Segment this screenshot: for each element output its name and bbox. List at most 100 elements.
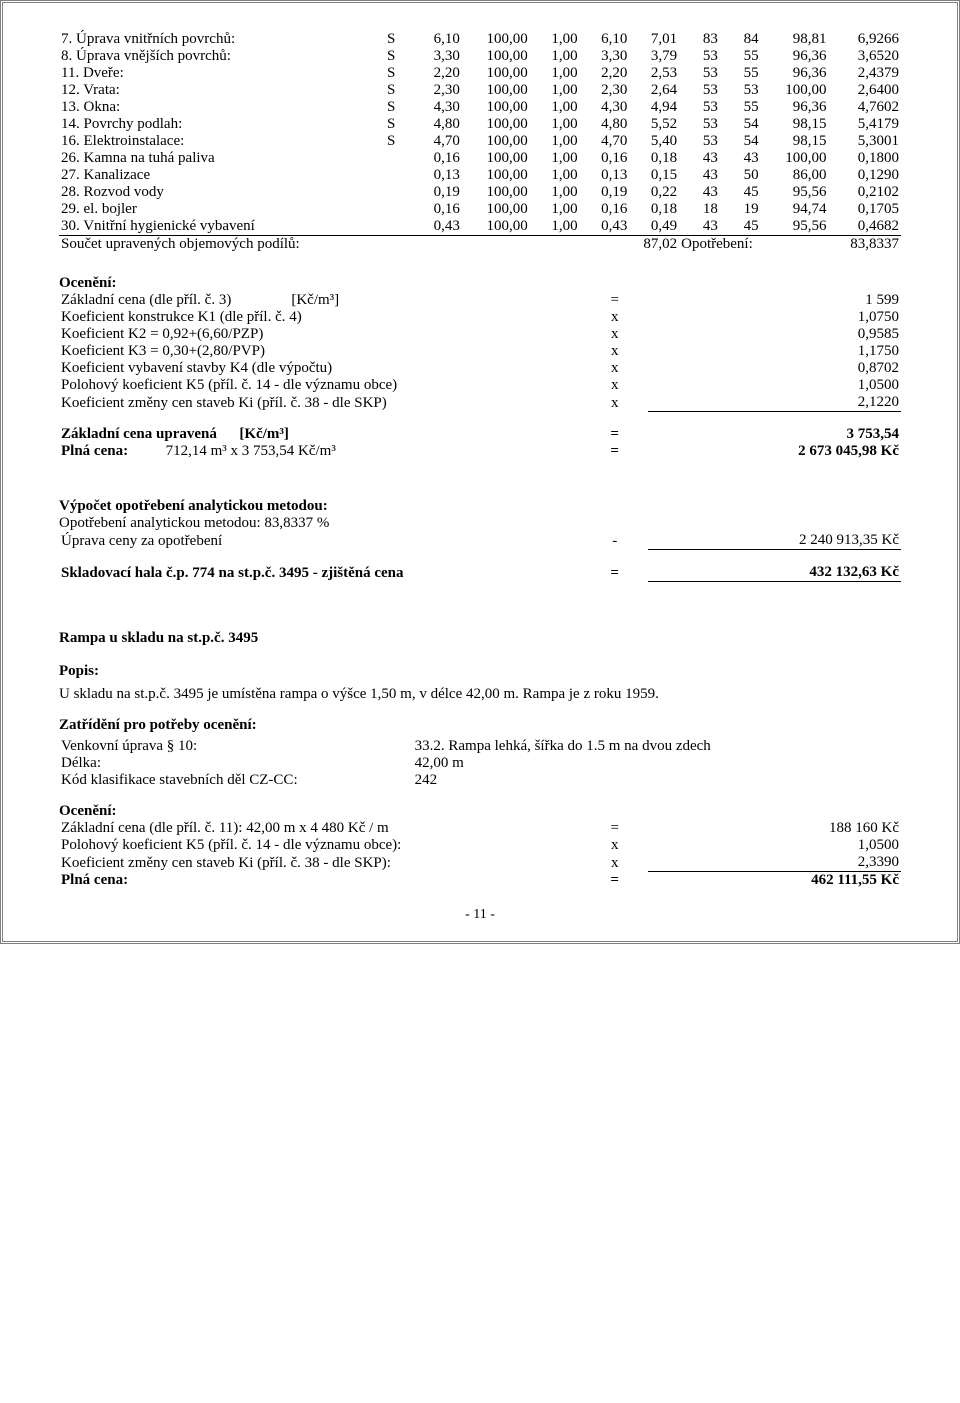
sum-label: Součet upravených objemových podílů: xyxy=(59,236,530,254)
row-value: 86,00 xyxy=(761,167,829,184)
page-number: - 11 - xyxy=(59,907,901,923)
table-row: 7. Úprava vnitřních povrchů:S6,10100,001… xyxy=(59,31,901,48)
calc-sign: = xyxy=(581,292,648,309)
row-label: 7. Úprava vnitřních povrchů: xyxy=(59,31,385,48)
row-value: 0,1705 xyxy=(828,201,901,218)
row-s: S xyxy=(385,99,412,116)
plna-expr: 712,14 m³ x 3 753,54 Kč/m³ xyxy=(166,443,336,459)
row-value: 100,00 xyxy=(462,133,530,150)
row-value: 1,00 xyxy=(530,48,580,65)
row-s xyxy=(385,201,412,218)
row-value: 83 xyxy=(679,31,720,48)
construction-table: 7. Úprava vnitřních povrchů:S6,10100,001… xyxy=(59,31,901,253)
row-value: 0,16 xyxy=(580,201,630,218)
table-row: 27. Kanalizace0,13100,001,000,130,154350… xyxy=(59,167,901,184)
uprava-row: Úprava ceny za opotřebení - 2 240 913,35… xyxy=(59,532,901,550)
row-value: 100,00 xyxy=(462,184,530,201)
calc-label: Koeficient K2 = 0,92+(6,60/PZP) xyxy=(59,326,581,343)
row-value: 4,70 xyxy=(412,133,462,150)
calc-label: Koeficient změny cen staveb Ki (příl. č.… xyxy=(59,394,581,412)
calc-val: 2,3390 xyxy=(648,854,901,872)
zcu-table: Základní cena upravená [Kč/m³] = 3 753,5… xyxy=(59,426,901,460)
zatr-row: Venkovní úprava § 10:33.2. Rampa lehká, … xyxy=(59,738,901,755)
row-label: 27. Kanalizace xyxy=(59,167,385,184)
row-value: 98,15 xyxy=(761,133,829,150)
row-value: 96,36 xyxy=(761,48,829,65)
sum-opo-val: 83,8337 xyxy=(761,236,901,254)
zatr-value: 42,00 m xyxy=(413,755,901,772)
zatr-label: Venkovní úprava § 10: xyxy=(59,738,413,755)
row-label: 16. Elektroinstalace: xyxy=(59,133,385,150)
plna2-val: 462 111,55 Kč xyxy=(648,872,901,890)
row-value: 55 xyxy=(720,48,761,65)
row-value: 100,00 xyxy=(761,150,829,167)
row-value: 1,00 xyxy=(530,150,580,167)
row-value: 3,30 xyxy=(580,48,630,65)
row-s: S xyxy=(385,116,412,133)
row-value: 0,16 xyxy=(412,201,462,218)
zcu-unit: [Kč/m³] xyxy=(239,426,288,442)
row-value: 0,19 xyxy=(580,184,630,201)
row-value: 4,7602 xyxy=(828,99,901,116)
calc-sign: x xyxy=(581,326,648,343)
uprava-label: Úprava ceny za opotřebení xyxy=(59,532,581,550)
row-value: 0,15 xyxy=(629,167,679,184)
row-value: 100,00 xyxy=(462,167,530,184)
row-value: 84 xyxy=(720,31,761,48)
row-value: 4,94 xyxy=(629,99,679,116)
calc-val: 2,1220 xyxy=(648,394,901,412)
row-value: 0,16 xyxy=(580,150,630,167)
oceneni-table: Základní cena (dle příl. č. 3) [Kč/m³]=1… xyxy=(59,292,901,412)
row-value: 96,36 xyxy=(761,65,829,82)
vypocet-heading: Výpočet opotřebení analytickou metodou: xyxy=(59,498,901,515)
zatr-value: 242 xyxy=(413,772,901,789)
table-row: 14. Povrchy podlah:S4,80100,001,004,805,… xyxy=(59,116,901,133)
row-value: 43 xyxy=(679,167,720,184)
oceneni2-heading: Ocenění: xyxy=(59,803,901,820)
row-value: 45 xyxy=(720,184,761,201)
sum-row: Součet upravených objemových podílů: 87,… xyxy=(59,236,901,254)
row-value: 0,13 xyxy=(580,167,630,184)
table-row: 26. Kamna na tuhá paliva0,16100,001,000,… xyxy=(59,150,901,167)
popis-heading: Popis: xyxy=(59,663,901,680)
row-label: 13. Okna: xyxy=(59,99,385,116)
plna2-row: Plná cena: = 462 111,55 Kč xyxy=(59,872,901,890)
calc-row: Koeficient změny cen staveb Ki (příl. č.… xyxy=(59,854,901,872)
calc-row: Polohový koeficient K5 (příl. č. 14 - dl… xyxy=(59,377,901,394)
calc-row: Koeficient změny cen staveb Ki (příl. č.… xyxy=(59,394,901,412)
table-row: 12. Vrata:S2,30100,001,002,302,645353100… xyxy=(59,82,901,99)
calc-val: 188 160 Kč xyxy=(648,820,901,837)
row-value: 5,3001 xyxy=(828,133,901,150)
row-value: 43 xyxy=(679,150,720,167)
row-value: 5,4179 xyxy=(828,116,901,133)
zatr-label: Kód klasifikace stavebních děl CZ-CC: xyxy=(59,772,413,789)
opotrebeni-line: Opotřebení analytickou metodou: 83,8337 … xyxy=(59,515,901,532)
calc-label: Koeficient K3 = 0,30+(2,80/PVP) xyxy=(59,343,581,360)
row-value: 0,43 xyxy=(412,218,462,236)
calc-val: 1,0750 xyxy=(648,309,901,326)
zcu-row: Základní cena upravená [Kč/m³] = 3 753,5… xyxy=(59,426,901,443)
final-row: Skladovací hala č.p. 774 na st.p.č. 3495… xyxy=(59,564,901,582)
calc-sign: x xyxy=(581,854,648,872)
row-value: 0,2102 xyxy=(828,184,901,201)
table-row: 29. el. bojler0,16100,001,000,160,181819… xyxy=(59,201,901,218)
row-value: 55 xyxy=(720,65,761,82)
row-value: 2,20 xyxy=(412,65,462,82)
sum-opo-label: Opotřebení: xyxy=(679,236,760,254)
row-value: 0,18 xyxy=(629,201,679,218)
row-value: 45 xyxy=(720,218,761,236)
calc-sign: = xyxy=(581,820,648,837)
row-value: 6,10 xyxy=(580,31,630,48)
row-value: 2,64 xyxy=(629,82,679,99)
zcu-label: Základní cena upravená xyxy=(61,426,217,442)
calc-row: Základní cena (dle příl. č. 3) [Kč/m³]=1… xyxy=(59,292,901,309)
calc-label: Základní cena (dle příl. č. 3) [Kč/m³] xyxy=(59,292,581,309)
sum-mid: 87,02 xyxy=(530,236,679,254)
row-value: 100,00 xyxy=(462,82,530,99)
table-row: 11. Dveře:S2,20100,001,002,202,53535596,… xyxy=(59,65,901,82)
plna-val: 2 673 045,98 Kč xyxy=(648,443,901,460)
uprava-table: Úprava ceny za opotřebení - 2 240 913,35… xyxy=(59,532,901,550)
row-value: 100,00 xyxy=(462,99,530,116)
row-s: S xyxy=(385,48,412,65)
row-label: 14. Povrchy podlah: xyxy=(59,116,385,133)
